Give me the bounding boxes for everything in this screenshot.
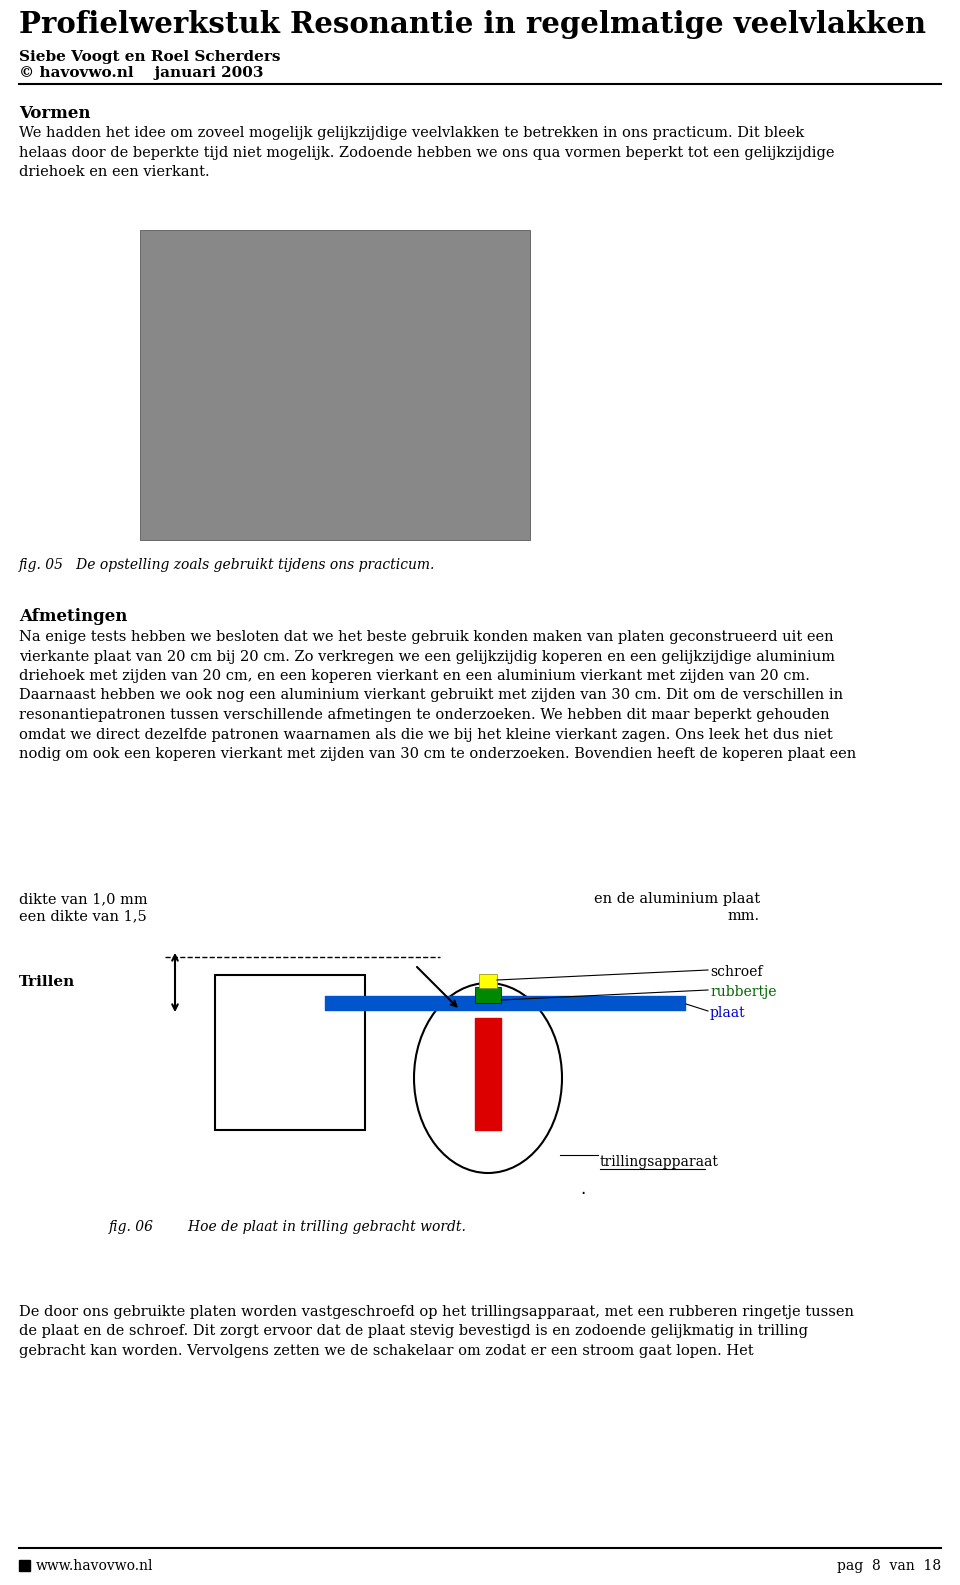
Text: mm.: mm.: [728, 910, 760, 922]
Bar: [479, 975, 497, 987]
Bar: [19, 1560, 30, 1571]
Bar: [215, 975, 365, 1130]
Text: fig. 06        Hoe de plaat in trilling gebracht wordt.: fig. 06 Hoe de plaat in trilling gebrach…: [109, 1220, 467, 1235]
Text: Afmetingen: Afmetingen: [19, 609, 128, 624]
Text: schroef: schroef: [710, 965, 762, 980]
Text: pag  8  van  18: pag 8 van 18: [837, 1560, 941, 1572]
Text: .: .: [580, 1179, 586, 1198]
Bar: [140, 230, 530, 540]
Text: Vormen: Vormen: [19, 105, 90, 122]
Bar: [475, 987, 501, 1003]
Text: een dikte van 1,5: een dikte van 1,5: [19, 910, 147, 922]
Text: plaat: plaat: [710, 1006, 746, 1021]
Text: Trillen: Trillen: [19, 975, 75, 989]
Text: trillingsapparaat: trillingsapparaat: [600, 1155, 719, 1170]
Text: fig. 05   De opstelling zoals gebruikt tijdens ons practicum.: fig. 05 De opstelling zoals gebruikt tij…: [19, 558, 436, 572]
Text: www.havovwo.nl: www.havovwo.nl: [36, 1560, 154, 1572]
Text: rubbertje: rubbertje: [710, 984, 777, 999]
Text: en de aluminium plaat: en de aluminium plaat: [594, 892, 760, 907]
Text: De door ons gebruikte platen worden vastgeschroefd op het trillingsapparaat, met: De door ons gebruikte platen worden vast…: [19, 1304, 854, 1358]
Text: © havovwo.nl    januari 2003: © havovwo.nl januari 2003: [19, 67, 263, 79]
Text: We hadden het idee om zoveel mogelijk gelijkzijdige veelvlakken te betrekken in : We hadden het idee om zoveel mogelijk ge…: [19, 125, 834, 179]
Text: dikte van 1,0 mm: dikte van 1,0 mm: [19, 892, 148, 907]
Ellipse shape: [414, 983, 562, 1173]
Text: Na enige tests hebben we besloten dat we het beste gebruik konden maken van plat: Na enige tests hebben we besloten dat we…: [19, 629, 856, 761]
Text: Profielwerkstuk Resonantie in regelmatige veelvlakken: Profielwerkstuk Resonantie in regelmatig…: [19, 10, 926, 40]
Text: Siebe Voogt en Roel Scherders: Siebe Voogt en Roel Scherders: [19, 51, 280, 63]
